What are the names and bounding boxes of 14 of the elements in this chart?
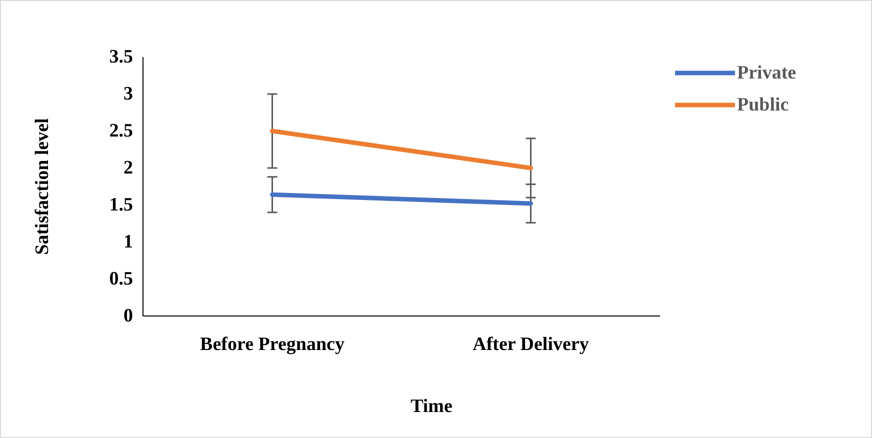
y-tick-label: 3	[124, 84, 133, 104]
x-tick-label: After Delivery	[472, 334, 590, 355]
y-tick-label: 1.5	[109, 194, 133, 216]
legend-label: Public	[737, 94, 789, 116]
y-tick-label: 0	[124, 306, 133, 326]
y-tick-label: 1	[124, 232, 133, 252]
legend-label: Private	[737, 62, 796, 84]
y-tick-label: 0.5	[109, 268, 133, 290]
y-tick-label: 2	[124, 158, 133, 178]
x-axis-title: Time	[410, 396, 452, 417]
y-axis-title: Satisfaction level	[32, 118, 53, 255]
x-tick-label: Before Pregnancy	[200, 334, 345, 355]
y-tick-label: 2.5	[109, 120, 133, 142]
y-tick-label: 3.5	[109, 46, 133, 68]
